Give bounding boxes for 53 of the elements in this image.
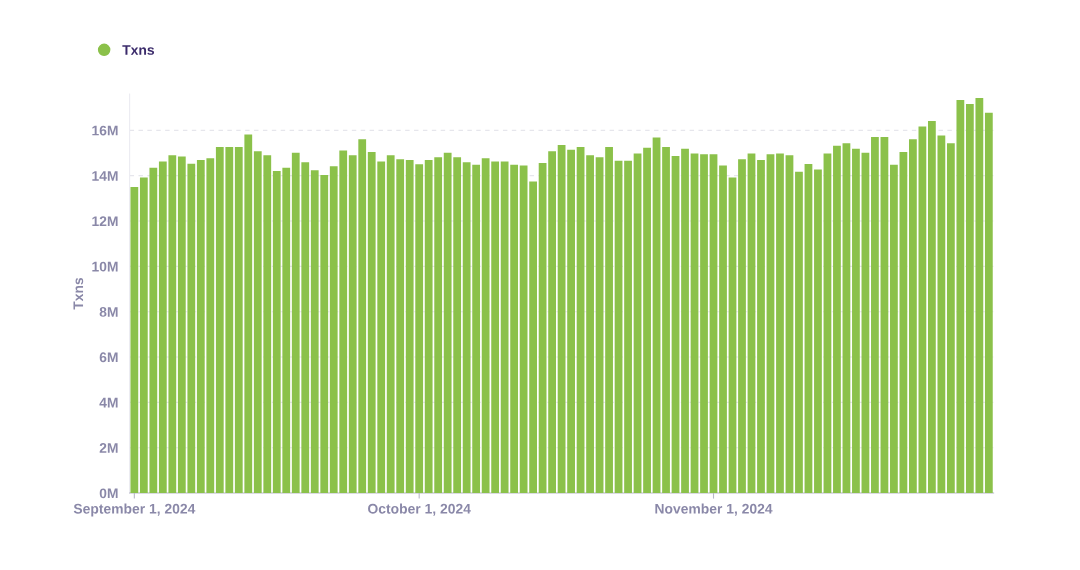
y-tick-label: 8M bbox=[99, 307, 118, 317]
bar bbox=[671, 155, 680, 494]
bar bbox=[823, 153, 832, 494]
bar bbox=[681, 148, 689, 494]
bar bbox=[747, 153, 756, 494]
bar bbox=[576, 147, 585, 494]
y-axis-title: Txns bbox=[73, 277, 84, 310]
bar bbox=[880, 136, 889, 494]
bar bbox=[833, 145, 841, 494]
bar bbox=[614, 160, 623, 494]
bar bbox=[871, 136, 879, 494]
y-tick-label: 6M bbox=[99, 352, 118, 363]
bar bbox=[595, 157, 604, 494]
bar bbox=[785, 155, 794, 494]
bar bbox=[757, 160, 765, 494]
bar bbox=[624, 160, 632, 494]
bar bbox=[861, 152, 870, 494]
y-tick-label: 0M bbox=[99, 488, 118, 499]
y-tick-label: 12M bbox=[92, 216, 118, 227]
legend-label: Txns bbox=[122, 45, 155, 55]
y-tick-label: 4M bbox=[99, 397, 118, 408]
x-tick-label: November 1, 2024 bbox=[655, 503, 773, 516]
bar bbox=[852, 148, 860, 494]
bar bbox=[766, 154, 775, 494]
bar bbox=[605, 147, 613, 494]
y-tick-label: 10M bbox=[92, 261, 118, 272]
bar bbox=[984, 112, 993, 494]
bar bbox=[842, 143, 851, 494]
bar bbox=[738, 159, 746, 494]
bar bbox=[662, 147, 670, 494]
bar bbox=[633, 153, 642, 494]
bar bbox=[643, 147, 651, 494]
x-tick-label: October 1, 2024 bbox=[368, 503, 471, 516]
y-tick-label: 2M bbox=[99, 443, 118, 453]
bar bbox=[690, 153, 699, 494]
bar bbox=[586, 155, 594, 494]
bar bbox=[890, 164, 898, 494]
bar bbox=[709, 154, 718, 494]
bar bbox=[652, 137, 661, 494]
x-tick-label: September 1, 2024 bbox=[73, 503, 196, 517]
y-tick-label: 14M bbox=[92, 171, 118, 181]
bar bbox=[728, 177, 737, 494]
bar bbox=[804, 164, 813, 494]
bar bbox=[130, 187, 139, 494]
bar bbox=[557, 145, 566, 494]
bar bbox=[567, 149, 575, 494]
bar bbox=[814, 169, 822, 494]
bar bbox=[899, 152, 908, 494]
y-tick-label: 16M bbox=[92, 125, 118, 136]
bar bbox=[700, 154, 708, 494]
bar bbox=[776, 153, 784, 494]
bar bbox=[795, 171, 803, 494]
bar bbox=[719, 165, 727, 494]
